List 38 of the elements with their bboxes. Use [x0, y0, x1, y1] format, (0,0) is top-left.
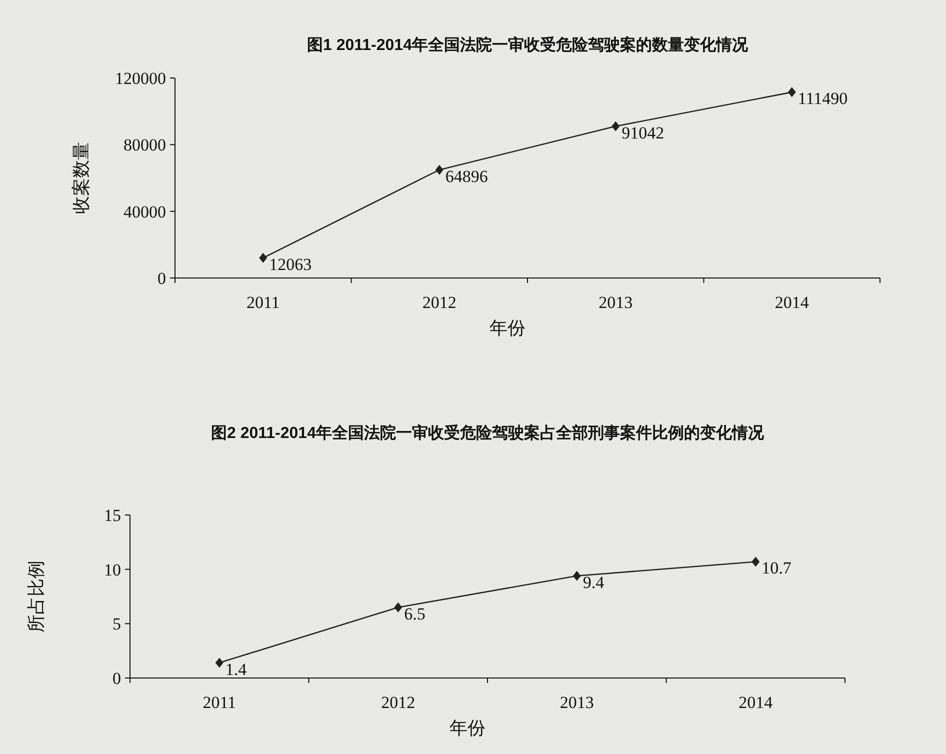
point: [612, 121, 620, 132]
data-label: 91042: [622, 123, 664, 142]
x-tick-label: 2014: [774, 293, 810, 312]
x-tick-label: 2013: [560, 693, 594, 712]
chart-title: 图1 2011-2014年全国法院一审收受危险驾驶案的数量变化情况: [307, 35, 749, 54]
data-label: 6.5: [404, 604, 426, 624]
y-tick-label: 15: [104, 506, 121, 525]
y-axis-title: 所占比例: [26, 560, 46, 632]
x-axis-title: 年份: [490, 318, 526, 338]
point: [259, 252, 268, 263]
y-tick-label: 120000: [115, 69, 166, 88]
point: [572, 570, 581, 581]
point: [752, 556, 760, 567]
data-label: 10.7: [762, 558, 792, 578]
x-tick-label: 2012: [381, 693, 416, 712]
y-tick-label: 5: [112, 614, 121, 634]
point: [788, 87, 796, 98]
x-tick-label: 2012: [422, 293, 456, 312]
x-tick-label: 2013: [598, 293, 633, 312]
y-axis-title: 收案数量: [71, 142, 91, 214]
y-tick-label: 40000: [124, 202, 166, 222]
x-axis-title: 年份: [450, 718, 486, 738]
x-tick-label: 2011: [246, 293, 280, 312]
x-tick-label: 2014: [738, 693, 774, 712]
point: [435, 164, 444, 175]
y-tick-label: 80000: [124, 136, 166, 155]
data-label: 1.4: [225, 660, 248, 679]
point: [215, 658, 224, 668]
data-label: 9.4: [582, 572, 605, 592]
data-label: 111490: [798, 89, 848, 108]
y-tick-label: 10: [104, 560, 121, 580]
data-label: 64896: [445, 166, 488, 186]
data-label: 12063: [269, 254, 312, 274]
y-tick-label: 0: [112, 669, 121, 688]
point: [394, 602, 402, 612]
x-tick-label: 2011: [202, 693, 236, 712]
y-tick-label: 0: [158, 269, 166, 288]
chart-title: 图2 2011-2014年全国法院一审收受危险驾驶案占全部刑事案件比例的变化情况: [211, 423, 765, 442]
